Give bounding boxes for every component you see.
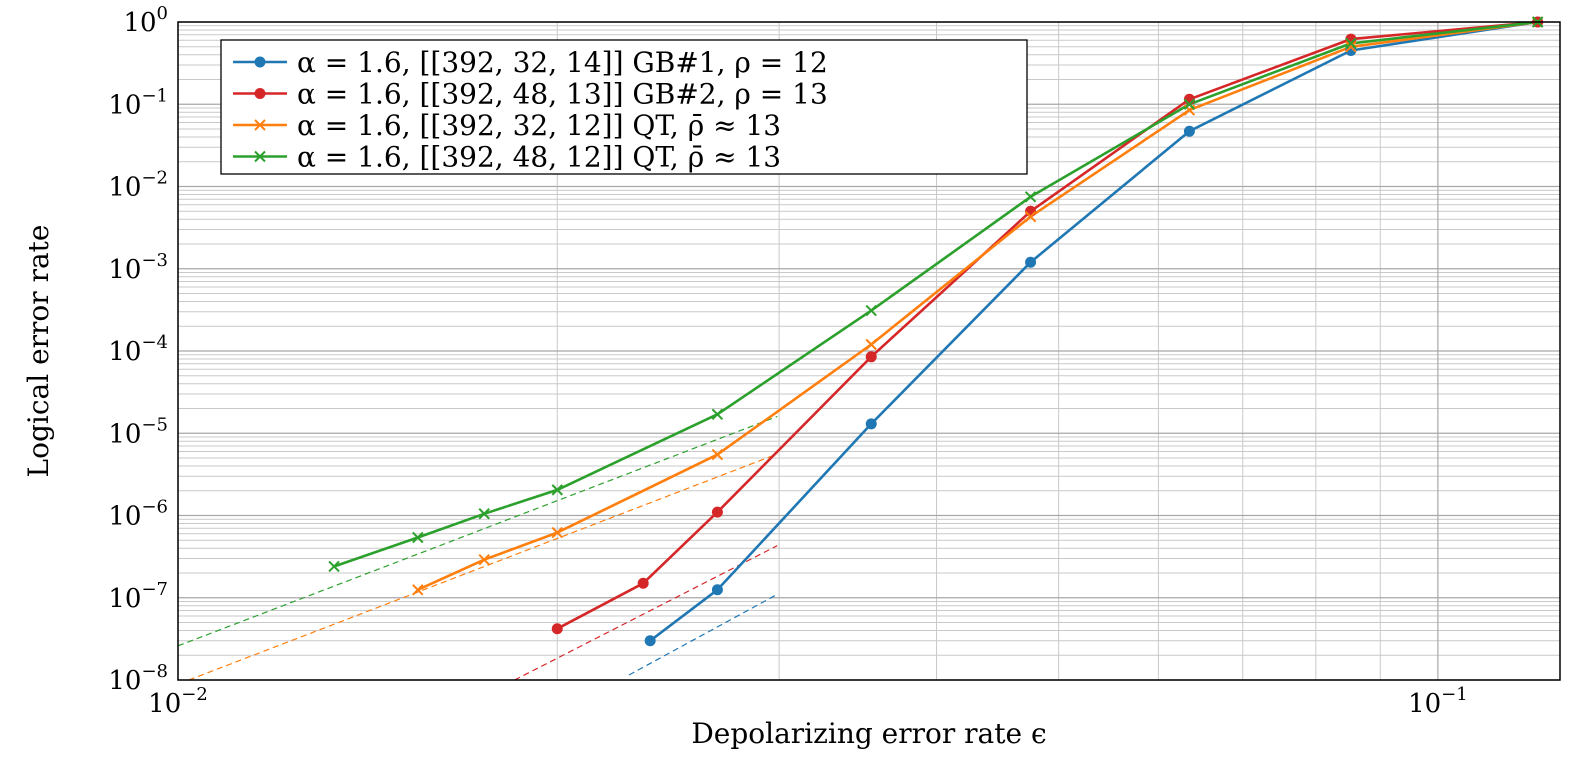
data-point: [1025, 205, 1037, 217]
data-point: [644, 635, 656, 647]
y-tick-label: 100: [123, 3, 168, 38]
data-point: [1025, 256, 1037, 268]
data-point: [711, 584, 723, 596]
legend-label: α = 1.6, [[392, 32, 12]] QT, ρ̄ ≈ 13: [297, 109, 781, 142]
data-point: [711, 506, 723, 518]
data-point: [865, 418, 877, 430]
data-point: [637, 577, 649, 589]
data-point: [551, 623, 563, 635]
data-point: [865, 351, 877, 363]
fit-line: [514, 545, 778, 681]
data-point: [711, 448, 724, 461]
x-tick-label: 10−2: [148, 684, 208, 719]
series-line: [556, 20, 1538, 630]
x-tick-label: 10−1: [1408, 684, 1468, 719]
y-tick-labels: 100 10−1 10−2 10−3 10−4 10−5 10−6 10−7 10−8: [108, 3, 168, 696]
legend-box: [220, 39, 1028, 175]
legend-entry: α = 1.6, [[392, 32, 12]] QT, ρ̄ ≈ 13: [233, 109, 781, 142]
data-point: [478, 554, 490, 566]
fit-line: [177, 415, 778, 647]
y-tick-label: 10−5: [108, 414, 168, 449]
data-point: [551, 484, 563, 496]
series-line: [333, 20, 1538, 568]
data-point: [254, 150, 266, 163]
legend-label: α = 1.6, [[392, 32, 14]] GB#1, ρ = 12: [297, 46, 828, 79]
legend-entry: α = 1.6, [[392, 48, 12]] QT, ρ̄ ≈ 13: [233, 141, 781, 174]
legend-label: α = 1.6, [[392, 48, 12]] QT, ρ̄ ≈ 13: [297, 141, 781, 174]
data-point: [1345, 41, 1357, 53]
y-tick-label: 10−6: [108, 497, 168, 532]
x-tick-labels: 10−2 10−1: [148, 684, 1468, 719]
data-point: [865, 304, 877, 317]
data-point: [1183, 98, 1196, 110]
data-point: [1345, 37, 1357, 50]
series-markers: [328, 16, 1544, 647]
data-point: [478, 508, 490, 520]
data-point: [711, 408, 724, 421]
legend: α = 1.6, [[392, 32, 14]] GB#1, ρ = 12α =…: [220, 39, 1028, 175]
data-point: [1024, 210, 1037, 223]
data-point: [254, 119, 266, 131]
data-point: [328, 560, 340, 573]
data-point: [1345, 45, 1357, 57]
fit-line: [628, 593, 778, 676]
data-point: [1024, 191, 1037, 203]
y-tick-label: 10−4: [108, 332, 168, 367]
y-tick-label: 10−3: [108, 250, 168, 285]
data-point: [254, 88, 266, 99]
data-point: [551, 526, 563, 539]
x-axis-label: Depolarizing error rate ϵ: [691, 717, 1046, 750]
y-tick-label: 10−1: [108, 85, 168, 120]
fit-line: [188, 453, 778, 681]
y-axis-label: Logical error rate: [22, 225, 55, 478]
data-point: [254, 56, 266, 68]
legend-label: α = 1.6, [[392, 48, 13]] GB#2, ρ = 13: [297, 78, 828, 111]
data-point: [412, 531, 424, 544]
data-point: [865, 338, 877, 351]
data-point: [412, 584, 424, 596]
fit-lines: [177, 415, 778, 681]
legend-entry: α = 1.6, [[392, 48, 13]] GB#2, ρ = 13: [233, 78, 828, 111]
plot-frame: [177, 21, 1561, 681]
y-tick-label: 10−7: [108, 579, 168, 614]
y-tick-label: 10−8: [108, 661, 168, 696]
y-tick-label: 10−2: [108, 168, 168, 203]
legend-entry: α = 1.6, [[392, 32, 14]] GB#1, ρ = 12: [233, 46, 828, 79]
data-point: [1183, 125, 1195, 137]
